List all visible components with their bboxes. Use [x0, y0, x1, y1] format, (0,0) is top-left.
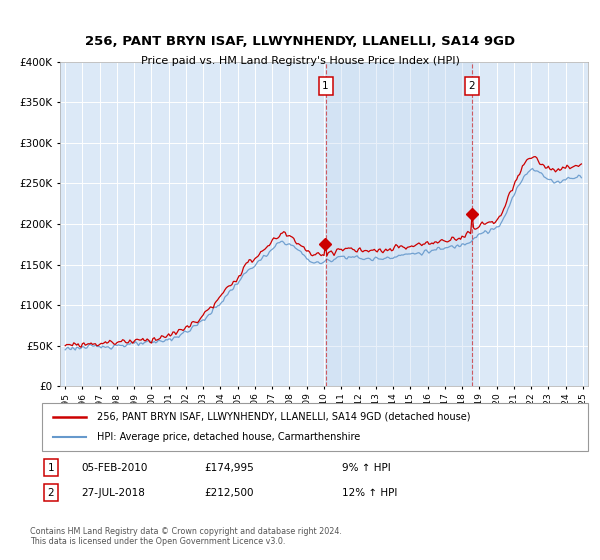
Text: 2: 2	[469, 81, 475, 91]
Text: HPI: Average price, detached house, Carmarthenshire: HPI: Average price, detached house, Carm…	[97, 432, 360, 442]
Text: 256, PANT BRYN ISAF, LLWYNHENDY, LLANELLI, SA14 9GD: 256, PANT BRYN ISAF, LLWYNHENDY, LLANELL…	[85, 35, 515, 48]
Text: £212,500: £212,500	[204, 488, 254, 498]
Text: 1: 1	[322, 81, 329, 91]
Text: 9% ↑ HPI: 9% ↑ HPI	[342, 463, 391, 473]
Text: 256, PANT BRYN ISAF, LLWYNHENDY, LLANELLI, SA14 9GD (detached house): 256, PANT BRYN ISAF, LLWYNHENDY, LLANELL…	[97, 412, 470, 422]
Text: Contains HM Land Registry data © Crown copyright and database right 2024.
This d: Contains HM Land Registry data © Crown c…	[30, 526, 342, 546]
Text: 12% ↑ HPI: 12% ↑ HPI	[342, 488, 397, 498]
FancyBboxPatch shape	[42, 403, 588, 451]
Text: £174,995: £174,995	[204, 463, 254, 473]
Text: 05-FEB-2010: 05-FEB-2010	[81, 463, 148, 473]
Text: 27-JUL-2018: 27-JUL-2018	[81, 488, 145, 498]
Text: 1: 1	[47, 463, 55, 473]
Text: Price paid vs. HM Land Registry's House Price Index (HPI): Price paid vs. HM Land Registry's House …	[140, 56, 460, 66]
Bar	[326, 62, 472, 386]
Text: 2: 2	[47, 488, 55, 498]
